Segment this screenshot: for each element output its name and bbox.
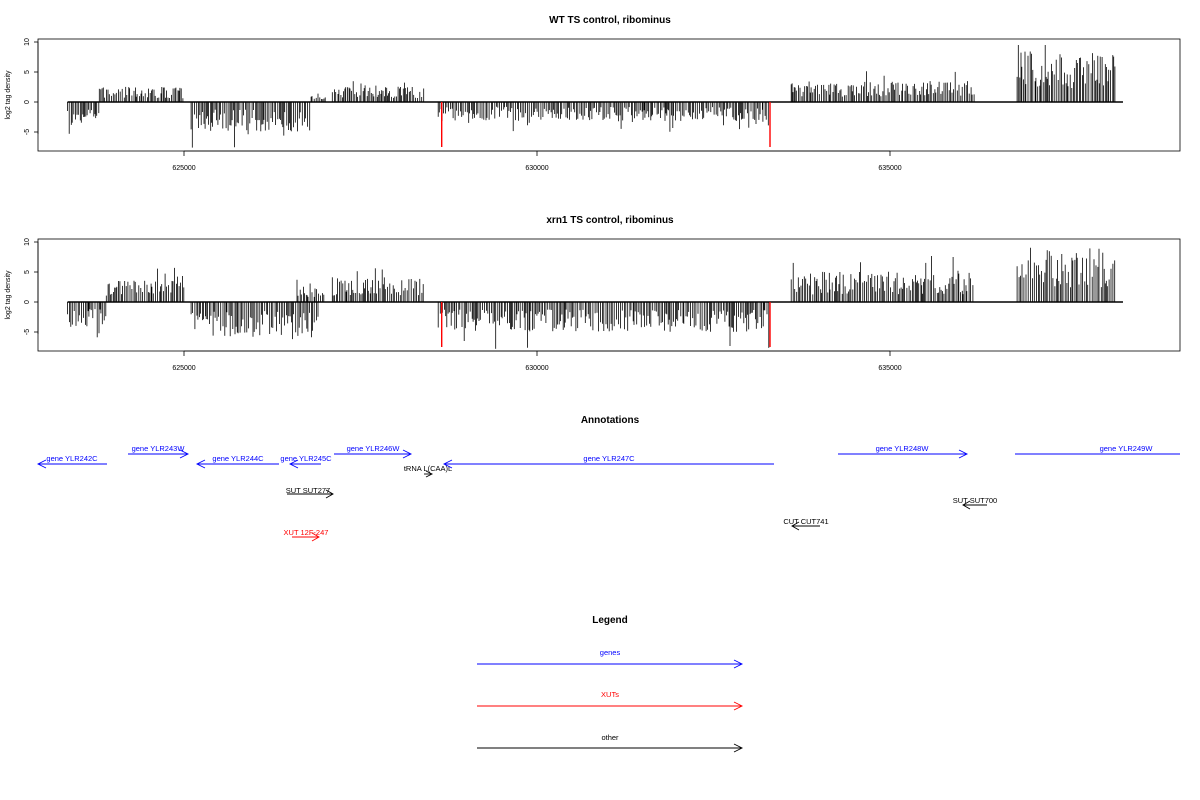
panel1-yaxis: 10 5 0 -5 log2 tag density <box>5 38 39 135</box>
annotation-label: gene YLR246W <box>347 444 401 453</box>
panel1-bars <box>67 45 1123 148</box>
annotation-xut-12f-247: XUT 12F-247 <box>284 528 329 542</box>
annotation-trna: tRNA L(CAA)L <box>404 464 452 478</box>
annotation-gene-ylr245c: gene YLR245C <box>280 454 332 469</box>
annotation-gene-ylr247c: gene YLR247C <box>442 454 774 469</box>
panel1-xtick-label: 630000 <box>525 165 548 172</box>
panel2-ylabel: log2 tag density <box>5 270 12 320</box>
annotation-gene-ylr246w: gene YLR246W <box>334 444 413 459</box>
annotation-label: SUT SUT277 <box>286 486 330 495</box>
annotation-label: gene YLR244C <box>212 454 264 463</box>
annotation-gene-ylr249w: gene YLR249W <box>1015 444 1180 455</box>
annotation-label: SUT SUT700 <box>953 496 997 505</box>
annotation-label: gene YLR248W <box>876 444 930 453</box>
panel2-xaxis: 625000 630000 635000 <box>172 350 902 372</box>
legend-item-genes: genes <box>477 648 744 669</box>
annotation-sut700: SUT SUT700 <box>953 496 997 510</box>
panel2-xtick-label: 630000 <box>525 365 548 372</box>
annotation-label: gene YLR249W <box>1100 444 1154 453</box>
panel2-ytick-label: 10 <box>24 238 31 246</box>
panel1-ytick-label: 0 <box>24 100 31 104</box>
panel2-title: xrn1 TS control, ribominus <box>546 215 674 226</box>
panel1-ylabel: log2 tag density <box>5 70 12 120</box>
panel2-ytick-label: 5 <box>24 270 31 274</box>
annotation-sut277: SUT SUT277 <box>286 486 334 499</box>
panel1-ytick-label: 10 <box>24 38 31 46</box>
annotation-gene-ylr242c: gene YLR242C <box>36 454 107 469</box>
annotation-label: gene YLR242C <box>46 454 98 463</box>
annotation-gene-ylr243w: gene YLR243W <box>128 444 190 459</box>
annotation-label: tRNA L(CAA)L <box>404 464 452 473</box>
panel2-xtick-label: 625000 <box>172 365 195 372</box>
panel2-ytick-label: 0 <box>24 300 31 304</box>
panel1-ytick-label: -5 <box>24 129 31 135</box>
panel1-xaxis: 625000 630000 635000 <box>172 150 902 172</box>
annotation-label: gene YLR245C <box>280 454 332 463</box>
panel1-xtick-label: 625000 <box>172 165 195 172</box>
annotation-cut741: CUT CUT741 <box>783 517 829 531</box>
annotation-label: CUT CUT741 <box>783 517 828 526</box>
panel2-xtick-label: 635000 <box>878 365 901 372</box>
panel1-ytick-label: 5 <box>24 70 31 74</box>
legend-label: genes <box>600 648 621 657</box>
legend: genes XUTs other <box>477 648 744 753</box>
legend-item-xuts: XUTs <box>477 690 744 711</box>
annotation-features: gene YLR242C gene YLR243W gene YLR244C g… <box>36 444 1180 542</box>
legend-title: Legend <box>592 615 628 626</box>
annotation-gene-ylr244c: gene YLR244C <box>195 454 279 469</box>
panel2-ytick-label: -5 <box>24 329 31 335</box>
annotation-gene-ylr248w: gene YLR248W <box>838 444 969 459</box>
legend-label: XUTs <box>601 690 619 699</box>
panel2-yaxis: 10 5 0 -5 log2 tag density <box>5 238 39 335</box>
annotations-title: Annotations <box>581 415 640 426</box>
annotation-label: gene YLR243W <box>132 444 186 453</box>
panel2-bars <box>67 247 1123 349</box>
panel1-xtick-label: 635000 <box>878 165 901 172</box>
annotation-label: gene YLR247C <box>583 454 635 463</box>
panel1-title: WT TS control, ribominus <box>549 15 671 26</box>
legend-label: other <box>601 733 619 742</box>
legend-item-other: other <box>477 733 744 753</box>
annotation-label: XUT 12F-247 <box>284 528 329 537</box>
